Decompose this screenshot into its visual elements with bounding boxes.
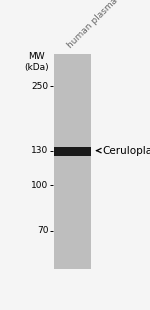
Bar xyxy=(54,54,91,269)
Text: MW: MW xyxy=(28,52,45,61)
Text: human plasma: human plasma xyxy=(66,0,120,50)
Text: 250: 250 xyxy=(31,82,48,91)
Bar xyxy=(54,147,91,156)
Text: 130: 130 xyxy=(31,146,48,155)
Text: Ceruloplasmin: Ceruloplasmin xyxy=(102,146,150,156)
Text: (kDa): (kDa) xyxy=(24,63,49,72)
Text: 70: 70 xyxy=(37,226,48,235)
Text: 100: 100 xyxy=(31,181,48,190)
